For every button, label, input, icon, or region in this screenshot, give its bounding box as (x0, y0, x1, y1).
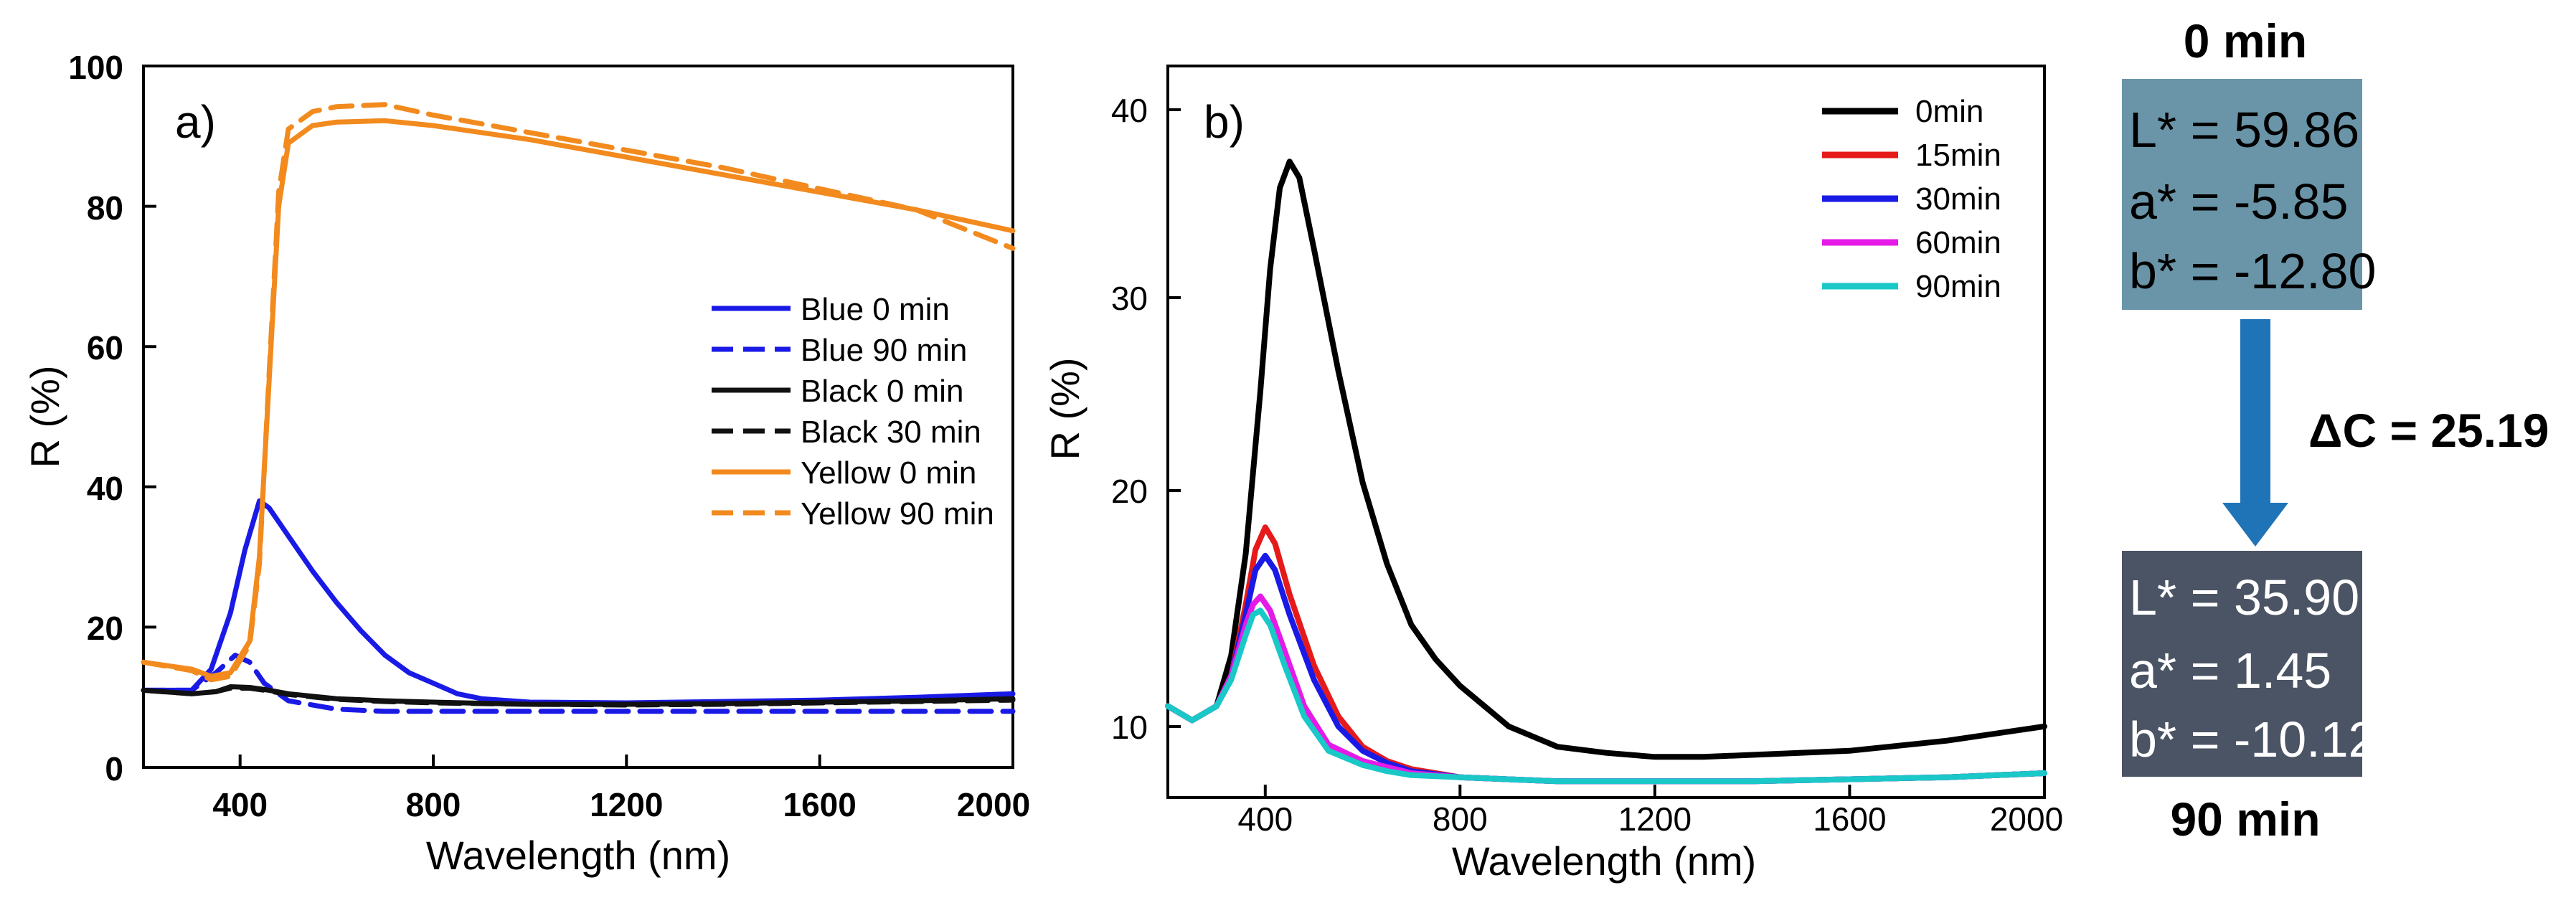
y-tick-label: 100 (68, 49, 123, 86)
color-panel: 0 min L* = 59.86 a* = -5.85 b* = -12.80 … (2122, 14, 2549, 846)
top-box-line-b: b* = -12.80 (2129, 243, 2376, 299)
legend-label-blue-90-min: Blue 90 min (801, 333, 967, 368)
series-line-black-30-min (141, 686, 1016, 708)
x-tick-label: 1200 (590, 786, 663, 823)
chart-a-xlabel: Wavelength (nm) (426, 833, 730, 878)
delta-c-label: ΔC = 25.19 (2308, 404, 2549, 457)
y-tick-label: 40 (1111, 92, 1148, 129)
down-arrow-icon (2222, 319, 2288, 547)
arrow-head (2222, 503, 2288, 547)
chart-a-x-ticks: 400 800 1200 1600 2000 (212, 755, 1030, 823)
x-tick-label: 800 (1433, 800, 1488, 838)
y-tick-label: 40 (87, 470, 123, 507)
arrow-shaft (2240, 319, 2270, 503)
y-tick-label: 0 (105, 750, 123, 788)
chart-b-legend: 0min 15min 30min 60min 90min (1822, 94, 2001, 304)
legend-label-yellow-0-min: Yellow 0 min (801, 455, 976, 491)
x-tick-label: 1600 (783, 786, 857, 823)
legend-label-0min: 0min (1915, 94, 1983, 129)
chart-a-frame (142, 65, 1014, 769)
legend-label-60min: 60min (1915, 225, 2001, 260)
top-time-label: 0 min (2184, 14, 2307, 67)
x-tick-label: 2000 (957, 786, 1030, 823)
y-tick-label: 20 (87, 610, 123, 647)
bottom-box-line-b: b* = -10.12 (2129, 711, 2376, 767)
chart-b-frame (1166, 65, 2046, 799)
series-line-yellow-0-min (141, 118, 1016, 679)
legend-label-black-30-min: Black 30 min (801, 415, 981, 450)
chart-b-x-ticks: 400 800 1200 1600 2000 (1237, 785, 2063, 838)
legend-label-yellow-90-min: Yellow 90 min (801, 496, 994, 531)
series-line-30min (1165, 552, 2047, 785)
series-line-blue-90-min (141, 653, 1016, 714)
legend-label-blue-0-min: Blue 0 min (801, 292, 950, 327)
chart-a-series (141, 102, 1016, 714)
chart-b-xlabel: Wavelength (nm) (1452, 838, 1756, 884)
series-line-90min (1165, 607, 2047, 785)
bottom-color-box (2122, 551, 2362, 777)
legend-label-90min: 90min (1915, 269, 2001, 304)
y-tick-label: 80 (87, 189, 123, 227)
legend-label-black-0-min: Black 0 min (801, 374, 963, 409)
bottom-box-line-l: L* = 35.90 (2129, 569, 2359, 625)
legend-label-30min: 30min (1915, 181, 2001, 217)
chart-a-ylabel: R (%) (22, 365, 67, 468)
x-tick-label: 800 (406, 786, 461, 823)
y-tick-label: 30 (1111, 280, 1148, 317)
chart-b-ylabel: R (%) (1042, 357, 1088, 460)
x-tick-label: 400 (212, 786, 268, 823)
bottom-box-line-a: a* = 1.45 (2129, 643, 2331, 699)
top-color-box (2122, 79, 2362, 310)
x-tick-label: 400 (1237, 800, 1293, 838)
chart-a-panel-label: a) (175, 96, 216, 148)
series-line-0min (1165, 159, 2047, 760)
top-box-line-a: a* = -5.85 (2129, 174, 2349, 230)
chart-a-legend: Blue 0 min Blue 90 min Black 0 min Black… (712, 292, 994, 531)
y-tick-label: 60 (87, 329, 123, 366)
chart-b: 10 20 30 40 400 800 1200 1600 2000 Wavel… (1042, 65, 2063, 884)
chart-a: 0 20 40 60 80 100 400 800 1200 1600 2000… (22, 49, 1030, 878)
x-tick-label: 1600 (1813, 800, 1886, 838)
legend-label-15min: 15min (1915, 138, 2001, 173)
x-tick-label: 2000 (1990, 800, 2063, 838)
chart-b-series (1165, 159, 2047, 785)
y-tick-label: 20 (1111, 473, 1148, 510)
bottom-time-label: 90 min (2170, 793, 2320, 846)
series-line-yellow-90-min (141, 102, 1016, 683)
top-box-line-l: L* = 59.86 (2129, 102, 2359, 158)
chart-b-panel-label: b) (1204, 96, 1245, 148)
chart-b-y-ticks: 10 20 30 40 (1111, 92, 1181, 746)
chart-a-y-ticks: 0 20 40 60 80 100 (68, 49, 156, 788)
y-tick-label: 10 (1111, 709, 1148, 746)
x-tick-label: 1200 (1618, 800, 1692, 838)
